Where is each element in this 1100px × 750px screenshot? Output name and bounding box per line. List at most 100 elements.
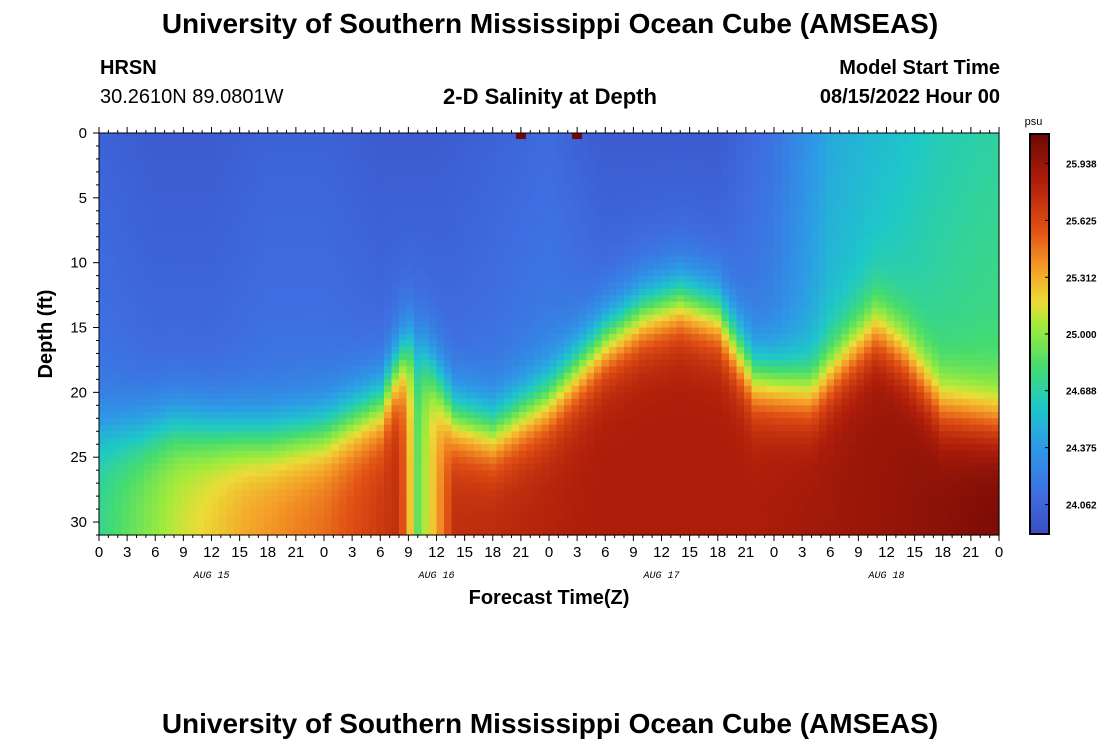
heatmap-cell (639, 476, 648, 484)
heatmap-cell (639, 366, 648, 374)
heatmap-cell (301, 405, 310, 413)
heatmap-cell (519, 249, 528, 257)
heatmap-cell (136, 424, 145, 432)
heatmap-cell (481, 509, 490, 517)
heatmap-cell (166, 275, 175, 283)
heatmap-cell (519, 282, 528, 290)
heatmap-cell (114, 269, 123, 277)
heatmap-cell (534, 308, 543, 316)
heatmap-cell (406, 405, 415, 413)
heatmap-cell (144, 359, 153, 368)
heatmap-cell (519, 489, 528, 497)
heatmap-cell (226, 262, 235, 270)
heatmap-cell (676, 379, 685, 387)
heatmap-cell (684, 256, 693, 264)
heatmap-cell (309, 308, 318, 316)
heatmap-cell (174, 398, 183, 406)
heatmap-cell (609, 308, 618, 316)
heatmap-cell (301, 450, 310, 458)
heatmap-cell (609, 431, 618, 439)
heatmap-cell (181, 334, 190, 342)
heatmap-cell (684, 457, 693, 465)
heatmap-cell (556, 165, 565, 173)
heatmap-cell (166, 178, 175, 186)
heatmap-cell (474, 457, 483, 465)
heatmap-cell (601, 184, 610, 192)
heatmap-cell (211, 385, 220, 393)
heatmap-cell (151, 366, 160, 374)
heatmap-cell (676, 489, 685, 497)
heatmap-cell (549, 476, 558, 484)
heatmap-cell (234, 210, 243, 218)
heatmap-cell (159, 243, 168, 251)
heatmap-cell (586, 204, 595, 212)
heatmap-cell (99, 158, 108, 167)
heatmap-cell (421, 327, 430, 335)
heatmap-cell (121, 405, 130, 413)
heatmap-cell (204, 359, 213, 368)
heatmap-cell (661, 262, 670, 270)
heatmap-cell (526, 275, 535, 283)
heatmap-cell (249, 522, 258, 530)
heatmap-cell (616, 184, 625, 192)
heatmap-cell (271, 366, 280, 374)
heatmap-cell (436, 372, 445, 380)
heatmap-cell (459, 346, 468, 355)
heatmap-cell (459, 372, 468, 380)
heatmap-cell (676, 418, 685, 426)
heatmap-cell (549, 379, 558, 387)
heatmap-cell (264, 398, 273, 406)
heatmap-cell (579, 236, 588, 244)
heatmap-cell (166, 483, 175, 491)
heatmap-cell (219, 262, 228, 270)
heatmap-cell (691, 457, 700, 465)
heatmap-cell (474, 204, 483, 212)
heatmap-cell (121, 223, 130, 231)
heatmap-cell (361, 470, 370, 478)
heatmap-cell (526, 269, 535, 277)
heatmap-cell (159, 171, 168, 179)
heatmap-cell (586, 249, 595, 257)
heatmap-cell (541, 314, 550, 322)
heatmap-cell (249, 184, 258, 192)
heatmap-cell (504, 262, 513, 270)
heatmap-cell (534, 249, 543, 257)
heatmap-cell (639, 528, 648, 536)
heatmap-cell (354, 359, 363, 368)
heatmap-cell (249, 152, 258, 160)
heatmap-cell (309, 262, 318, 270)
heatmap-cell (271, 210, 280, 218)
heatmap-cell (271, 139, 280, 147)
heatmap-cell (444, 288, 453, 296)
heatmap-cell (511, 496, 520, 504)
heatmap-cell (354, 275, 363, 283)
heatmap-cell (376, 483, 385, 491)
heatmap-cell (526, 308, 535, 316)
heatmap-cell (414, 334, 423, 342)
heatmap-cell (151, 392, 160, 400)
heatmap-cell (541, 152, 550, 160)
heatmap-cell (459, 145, 468, 154)
heatmap-cell (174, 184, 183, 192)
heatmap-cell (586, 282, 595, 290)
heatmap-cell (451, 308, 460, 316)
heatmap-cell (346, 470, 355, 478)
heatmap-cell (331, 275, 340, 283)
heatmap-cell (376, 334, 385, 342)
heatmap-cell (144, 346, 153, 355)
heatmap-cell (174, 334, 183, 342)
heatmap-cell (354, 158, 363, 167)
heatmap-cell (504, 249, 513, 257)
heatmap-cell (669, 243, 678, 251)
heatmap-cell (451, 515, 460, 523)
heatmap-cell (534, 314, 543, 322)
heatmap-cell (264, 327, 273, 335)
heatmap-cell (219, 366, 228, 374)
heatmap-cell (286, 256, 295, 264)
heatmap-cell (534, 262, 543, 270)
heatmap-cell (211, 236, 220, 244)
heatmap-cell (436, 178, 445, 186)
heatmap-cell (646, 385, 655, 393)
heatmap-cell (556, 385, 565, 393)
heatmap-cell (159, 139, 168, 147)
